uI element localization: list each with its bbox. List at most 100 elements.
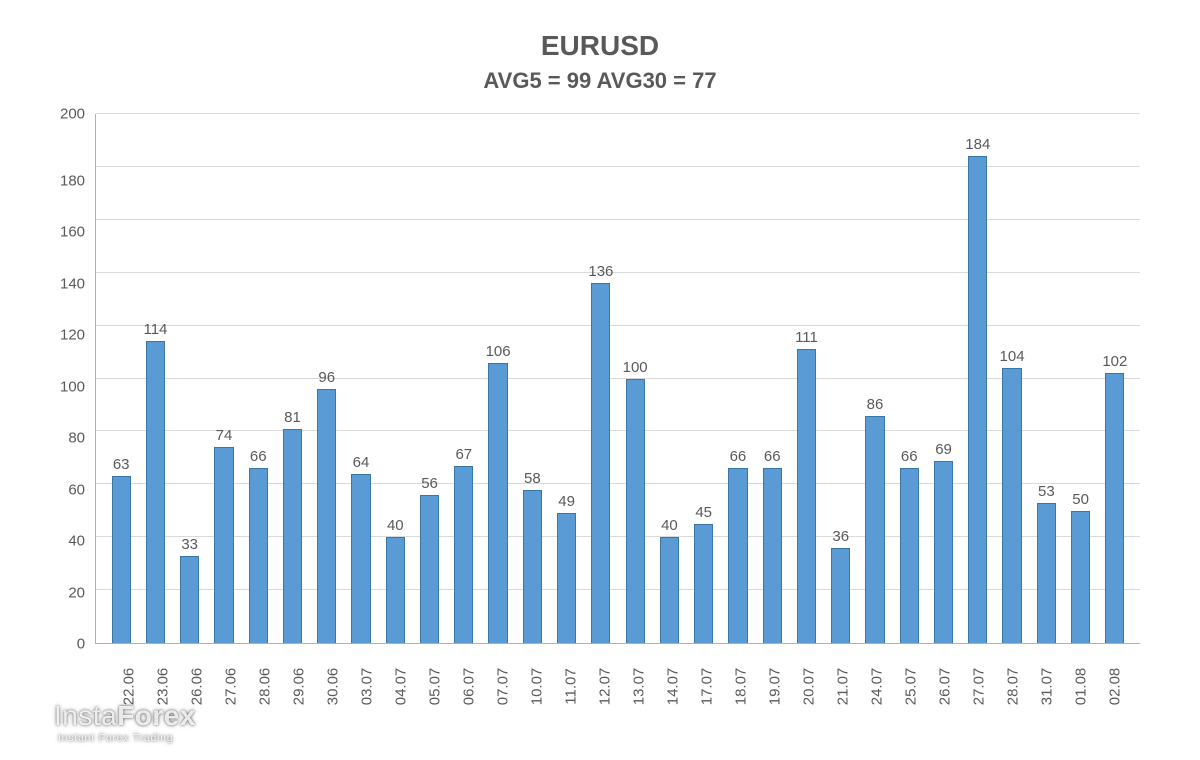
bar-value-label: 67: [455, 447, 472, 462]
bar-value-label: 66: [730, 449, 747, 464]
bar-slot: 114: [138, 114, 172, 643]
bar: [112, 476, 131, 643]
bar: [865, 416, 884, 643]
x-label-slot: 25.07: [894, 650, 928, 720]
x-axis-inner: 22.0623.0626.0627.0628.0629.0630.0603.07…: [104, 650, 1140, 720]
x-axis-label: 03.07: [359, 668, 376, 706]
x-axis-label: 11.07: [563, 668, 580, 704]
x-label-slot: 29.06: [282, 650, 316, 720]
x-axis-label: 25.07: [903, 668, 920, 706]
x-label-slot: 02.08: [1098, 650, 1132, 720]
bar: [523, 490, 542, 643]
bar: [283, 429, 302, 643]
plot-wrapper: 200180160140120100806040200 631143374668…: [60, 114, 1140, 644]
bar: [557, 513, 576, 643]
x-label-slot: 24.07: [860, 650, 894, 720]
bar-slot: 56: [412, 114, 446, 643]
x-label-slot: 03.07: [350, 650, 384, 720]
watermark-suffix: Forex: [117, 700, 196, 731]
y-tick: 80: [68, 431, 85, 446]
bar-value-label: 64: [353, 455, 370, 470]
x-label-slot: 18.07: [724, 650, 758, 720]
bar: [488, 363, 507, 643]
x-axis-label: 14.07: [665, 668, 682, 706]
bar-slot: 100: [618, 114, 652, 643]
bar-slot: 49: [549, 114, 583, 643]
x-axis-label: 02.08: [1107, 668, 1124, 706]
plot-area: 6311433746681966440566710658491361004045…: [95, 114, 1140, 644]
x-axis-label: 01.08: [1073, 668, 1090, 706]
x-axis-label: 12.07: [597, 668, 614, 706]
bar-slot: 45: [687, 114, 721, 643]
bar-slot: 106: [481, 114, 515, 643]
bar-value-label: 66: [764, 449, 781, 464]
x-label-slot: 10.07: [520, 650, 554, 720]
y-tick: 120: [60, 328, 85, 343]
x-axis-label: 24.07: [869, 668, 886, 706]
bar-slot: 40: [652, 114, 686, 643]
x-axis-label: 29.06: [291, 668, 308, 706]
bar-slot: 104: [995, 114, 1029, 643]
bar-slot: 102: [1098, 114, 1132, 643]
bar-value-label: 45: [695, 505, 712, 520]
y-axis: 200180160140120100806040200: [60, 114, 95, 644]
x-axis-label: 30.06: [325, 668, 342, 706]
bar: [968, 156, 987, 643]
bar: [420, 495, 439, 643]
bar: [900, 468, 919, 643]
globe-icon: [22, 705, 48, 731]
x-label-slot: 14.07: [656, 650, 690, 720]
y-tick: 20: [68, 585, 85, 600]
x-axis-label: 26.07: [937, 668, 954, 706]
bar-value-label: 96: [318, 370, 335, 385]
bar: [591, 283, 610, 643]
x-axis-label: 20.07: [801, 668, 818, 706]
bar-value-label: 136: [588, 264, 613, 279]
x-axis-label: 18.07: [733, 668, 750, 706]
bar-slot: 36: [824, 114, 858, 643]
x-axis-label: 28.07: [1005, 668, 1022, 706]
bar: [386, 537, 405, 643]
x-axis-label: 04.07: [393, 668, 410, 706]
bar-slot: 69: [926, 114, 960, 643]
x-axis-label: 19.07: [767, 668, 784, 706]
bar: [214, 447, 233, 643]
bar-slot: 63: [104, 114, 138, 643]
bar: [146, 341, 165, 643]
watermark: InstaForex Instant Forex Trading: [22, 702, 196, 744]
bar: [180, 556, 199, 643]
bar-value-label: 58: [524, 471, 541, 486]
bar-value-label: 111: [795, 330, 818, 345]
x-axis-label: 17.07: [699, 668, 716, 706]
bar: [797, 349, 816, 643]
bar: [454, 466, 473, 643]
x-label-slot: 20.07: [792, 650, 826, 720]
bar-slot: 33: [173, 114, 207, 643]
bar-slot: 40: [378, 114, 412, 643]
x-label-slot: 17.07: [690, 650, 724, 720]
bar-slot: 58: [515, 114, 549, 643]
x-axis-label: 21.07: [835, 668, 852, 706]
x-label-slot: 01.08: [1064, 650, 1098, 720]
y-tick: 140: [60, 276, 85, 291]
bar-value-label: 74: [216, 428, 233, 443]
chart-title: EURUSD: [60, 30, 1140, 62]
x-label-slot: 30.06: [316, 650, 350, 720]
bar-value-label: 86: [867, 397, 884, 412]
x-label-slot: 26.07: [928, 650, 962, 720]
bar: [249, 468, 268, 643]
x-label-slot: 13.07: [622, 650, 656, 720]
bar-value-label: 114: [143, 322, 167, 337]
bar: [626, 379, 645, 644]
bar-slot: 184: [961, 114, 995, 643]
bar-value-label: 69: [935, 442, 952, 457]
bar-value-label: 56: [421, 476, 438, 491]
bar: [317, 389, 336, 643]
watermark-prefix: Insta: [54, 700, 117, 731]
bar: [763, 468, 782, 643]
bar-slot: 86: [858, 114, 892, 643]
y-tick: 100: [60, 379, 85, 394]
watermark-brand: InstaForex: [22, 702, 196, 731]
y-tick: 60: [68, 482, 85, 497]
bar-slot: 74: [207, 114, 241, 643]
